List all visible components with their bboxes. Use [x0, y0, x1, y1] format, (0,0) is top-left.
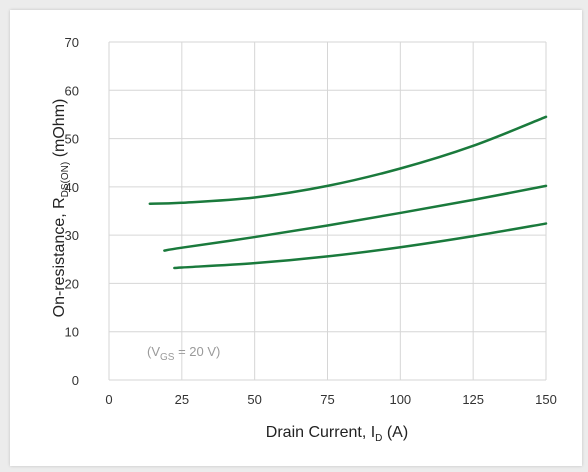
x-tick-label-4: 100	[389, 392, 411, 407]
chart-card: 0 25 50 75 100 125 150 0 10 20 30 40 50 60 70 (VGS = 2…	[10, 10, 582, 466]
y-axis-title-unit: (mOhm)	[51, 99, 68, 162]
y-axis-title-main: On-resistance, R	[51, 197, 68, 317]
annotation-suffix: = 20 V)	[174, 344, 220, 359]
x-axis-title: Drain Current, ID (A)	[266, 424, 408, 444]
y-tick-label-1: 10	[65, 325, 79, 340]
on-resistance-chart: 0 25 50 75 100 125 150 0 10 20 30 40 50 60 70 (VGS = 2…	[51, 35, 557, 444]
annotation-subscript: GS	[160, 352, 175, 363]
series-line-3	[173, 222, 548, 270]
y-tick-label-6: 60	[65, 83, 79, 98]
grid-layer	[108, 41, 547, 381]
x-tick-label-3: 75	[320, 392, 334, 407]
tick-label-layer: 0 25 50 75 100 125 150 0 10 20 30 40 50 60 70	[65, 35, 557, 407]
y-tick-label-0: 0	[72, 373, 79, 388]
y-tick-label-4: 40	[65, 180, 79, 195]
x-tick-label-6: 150	[535, 392, 557, 407]
y-axis-title: On-resistance, RDS(ON) (mOhm)	[51, 99, 71, 318]
x-axis-title-main: Drain Current, I	[266, 424, 375, 441]
series-line-1	[148, 115, 548, 206]
series-line-2	[163, 184, 548, 252]
x-axis-title-unit: (A)	[382, 424, 408, 441]
x-tick-label-1: 25	[175, 392, 189, 407]
x-axis-title-subscript: D	[375, 433, 382, 444]
x-tick-label-0: 0	[105, 392, 112, 407]
y-tick-label-7: 70	[65, 35, 79, 50]
x-tick-label-5: 125	[462, 392, 484, 407]
y-tick-label-2: 20	[65, 276, 79, 291]
series-layer	[148, 115, 548, 270]
y-axis-title-subscript: DS(ON)	[60, 162, 71, 198]
y-tick-label-5: 50	[65, 132, 79, 147]
x-tick-label-2: 50	[247, 392, 261, 407]
vgs-annotation: (VGS = 20 V)	[147, 344, 220, 363]
y-tick-label-3: 30	[65, 228, 79, 243]
annotation-prefix: (V	[147, 344, 160, 359]
